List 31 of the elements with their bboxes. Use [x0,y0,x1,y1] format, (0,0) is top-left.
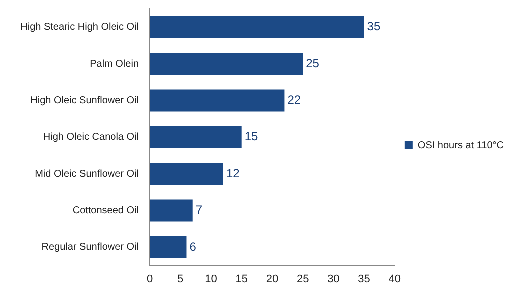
x-tick-label: 10 [205,273,218,286]
x-tick-label: 15 [236,273,248,286]
x-tick-label: 0 [146,273,154,286]
data-label: 25 [306,56,320,70]
data-label: 15 [244,130,259,144]
data-label: 7 [196,203,203,218]
data-label: 6 [190,240,197,254]
bar [150,90,285,112]
data-label: 35 [367,20,381,34]
y-tick-label: High Stearic High Oleic Oil [20,22,139,34]
bar [150,126,242,148]
y-tick-label: Palm Olein [90,58,139,70]
y-tick-label: High Oleic Sunflower Oil [30,95,139,106]
y-tick-label: Mid Oleic Sunflower Oil [35,168,139,180]
data-label: 22 [288,93,302,108]
y-tick-label: Regular Sunflower Oil [42,242,139,254]
x-tick-label: 20 [266,273,279,286]
bar [150,163,224,186]
bar [150,16,364,38]
y-tick-label: High Oleic Canola Oil [43,132,139,144]
x-tick-label: 40 [388,273,402,286]
bar [150,53,304,76]
legend-label: OSI hours at 110°C [418,140,504,152]
y-tick-label: Cottonseed Oil [72,206,139,217]
bar [150,200,193,222]
bar [150,236,187,258]
x-tick-label: 35 [358,273,370,286]
x-tick-label: 30 [328,273,340,286]
x-tick-label: 25 [296,273,310,286]
x-tick-label: 5 [178,273,184,286]
data-label: 12 [226,166,240,180]
